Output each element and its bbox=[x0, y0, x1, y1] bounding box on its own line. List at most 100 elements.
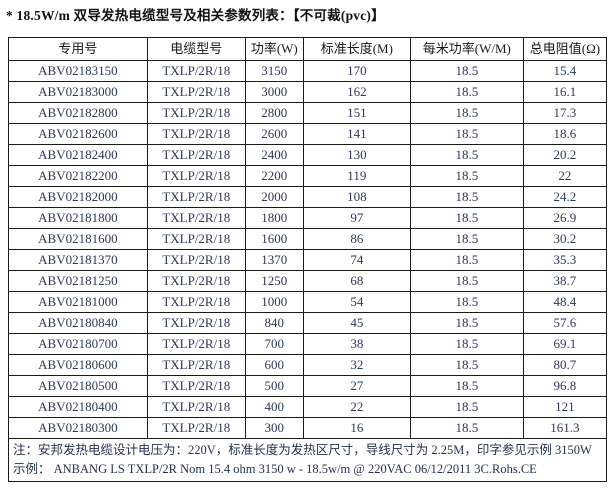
table-cell: ABV02181800 bbox=[8, 207, 148, 229]
note-print-example: 示例： ANBANG LS TXLP/2R Nom 15.4 ohm 3150 … bbox=[13, 462, 537, 476]
table-cell: TXLP/2R/18 bbox=[146, 81, 246, 103]
table-row: ABV02182400 TXLP/2R/18 2400 130 18.5 20.2 bbox=[8, 144, 608, 166]
table-row: ABV02180500 TXLP/2R/18 500 27 18.5 96.8 bbox=[8, 375, 608, 397]
table-cell: 80.7 bbox=[522, 354, 608, 376]
table-cell: 15.4 bbox=[522, 60, 608, 82]
table-cell: ABV02180300 bbox=[8, 417, 148, 439]
table-cell: 18.5 bbox=[409, 270, 524, 292]
table-cell: 18.5 bbox=[409, 249, 524, 271]
table-cell: 32 bbox=[302, 354, 411, 376]
column-header-power: 功率(W) bbox=[244, 37, 304, 61]
table-row: ABV02181000 TXLP/2R/18 1000 54 18.5 48.4 bbox=[8, 291, 608, 313]
table-body: ABV02183150 TXLP/2R/18 3150 170 18.5 15.4 ABV0… bbox=[8, 60, 608, 439]
table-cell: 20.2 bbox=[522, 144, 608, 166]
table-cell: TXLP/2R/18 bbox=[146, 249, 246, 271]
table-cell: 18.5 bbox=[409, 102, 524, 124]
table-cell: 74 bbox=[302, 249, 411, 271]
table-cell: 18.6 bbox=[522, 123, 608, 145]
table-cell: TXLP/2R/18 bbox=[146, 333, 246, 355]
table-cell: TXLP/2R/18 bbox=[146, 186, 246, 208]
table-cell: ABV02182400 bbox=[8, 144, 148, 166]
table-row: ABV02180600 TXLP/2R/18 600 32 18.5 80.7 bbox=[8, 354, 608, 376]
table-cell: 700 bbox=[244, 333, 304, 355]
table-cell: 1800 bbox=[244, 207, 304, 229]
table-cell: 18.5 bbox=[409, 60, 524, 82]
table-cell: 38.7 bbox=[522, 270, 608, 292]
table-cell: ABV02181600 bbox=[8, 228, 148, 250]
table-row: ABV02182200 TXLP/2R/18 2200 119 18.5 22 bbox=[8, 165, 608, 187]
column-header-cable-model: 电缆型号 bbox=[146, 37, 246, 61]
table-cell: 18.5 bbox=[409, 333, 524, 355]
table-cell: 18.5 bbox=[409, 291, 524, 313]
column-header-special-number: 专用号 bbox=[8, 37, 148, 61]
table-cell: 170 bbox=[302, 60, 411, 82]
table-cell: ABV02180700 bbox=[8, 333, 148, 355]
table-cell: ABV02180400 bbox=[8, 396, 148, 418]
table-cell: 108 bbox=[302, 186, 411, 208]
table-row: ABV02180400 TXLP/2R/18 400 22 18.5 121 bbox=[8, 396, 608, 418]
table-row: ABV02181800 TXLP/2R/18 1800 97 18.5 26.9 bbox=[8, 207, 608, 229]
table-cell: 18.5 bbox=[409, 417, 524, 439]
table-cell: 45 bbox=[302, 312, 411, 334]
table-row: ABV02182600 TXLP/2R/18 2600 141 18.5 18.6 bbox=[8, 123, 608, 145]
table-cell: 86 bbox=[302, 228, 411, 250]
table-cell: TXLP/2R/18 bbox=[146, 207, 246, 229]
table-cell: 27 bbox=[302, 375, 411, 397]
table-cell: 1250 bbox=[244, 270, 304, 292]
table-cell: 48.4 bbox=[522, 291, 608, 313]
table-cell: 121 bbox=[522, 396, 608, 418]
table-cell: 17.3 bbox=[522, 102, 608, 124]
table-cell: TXLP/2R/18 bbox=[146, 354, 246, 376]
notes-row: 注：安邦发热电缆设计电压为：220V，标准长度为发热区尺寸，导线尺寸为 2.25… bbox=[8, 438, 607, 482]
table-cell: 68 bbox=[302, 270, 411, 292]
table-cell: 97 bbox=[302, 207, 411, 229]
table-cell: 57.6 bbox=[522, 312, 608, 334]
table-cell: 3000 bbox=[244, 81, 304, 103]
column-header-standard-length: 标准长度(M) bbox=[302, 37, 411, 61]
table-cell: TXLP/2R/18 bbox=[146, 312, 246, 334]
table-cell: ABV02182600 bbox=[8, 123, 148, 145]
table-cell: 141 bbox=[302, 123, 411, 145]
table-row: ABV02181600 TXLP/2R/18 1600 86 18.5 30.2 bbox=[8, 228, 608, 250]
table-row: ABV02180840 TXLP/2R/18 840 45 18.5 57.6 bbox=[8, 312, 608, 334]
table-cell: 18.5 bbox=[409, 354, 524, 376]
table-cell: 22 bbox=[302, 396, 411, 418]
table-cell: 1370 bbox=[244, 249, 304, 271]
table-row: ABV02180700 TXLP/2R/18 700 38 18.5 69.1 bbox=[8, 333, 608, 355]
table-cell: 69.1 bbox=[522, 333, 608, 355]
table-cell: 119 bbox=[302, 165, 411, 187]
table-cell: 2000 bbox=[244, 186, 304, 208]
table-cell: 2400 bbox=[244, 144, 304, 166]
table-header-row: 专用号 电缆型号 功率(W) 标准长度(M) 每米功率(W/M) 总电阻值(Ω) bbox=[8, 37, 608, 61]
table-cell: TXLP/2R/18 bbox=[146, 123, 246, 145]
table-cell: 840 bbox=[244, 312, 304, 334]
table-cell: 54 bbox=[302, 291, 411, 313]
table-cell: TXLP/2R/18 bbox=[146, 417, 246, 439]
table-cell: ABV02181000 bbox=[8, 291, 148, 313]
table-cell: TXLP/2R/18 bbox=[146, 291, 246, 313]
table-cell: 18.5 bbox=[409, 144, 524, 166]
table-cell: 24.2 bbox=[522, 186, 608, 208]
table-cell: 2200 bbox=[244, 165, 304, 187]
table-cell: 3150 bbox=[244, 60, 304, 82]
table-cell: 2600 bbox=[244, 123, 304, 145]
table-cell: ABV02181250 bbox=[8, 270, 148, 292]
table-cell: ABV02181370 bbox=[8, 249, 148, 271]
table-cell: ABV02180600 bbox=[8, 354, 148, 376]
table-row: ABV02182800 TXLP/2R/18 2800 151 18.5 17.3 bbox=[8, 102, 608, 124]
table-row: ABV02181370 TXLP/2R/18 1370 74 18.5 35.3 bbox=[8, 249, 608, 271]
table-cell: 16 bbox=[302, 417, 411, 439]
table-row: ABV02182000 TXLP/2R/18 2000 108 18.5 24.2 bbox=[8, 186, 608, 208]
table-cell: ABV02182000 bbox=[8, 186, 148, 208]
notes-cell: 注：安邦发热电缆设计电压为：220V，标准长度为发热区尺寸，导线尺寸为 2.25… bbox=[8, 438, 607, 482]
table-cell: TXLP/2R/18 bbox=[146, 375, 246, 397]
table-cell: 130 bbox=[302, 144, 411, 166]
table-cell: TXLP/2R/18 bbox=[146, 270, 246, 292]
table-cell: 18.5 bbox=[409, 312, 524, 334]
table-cell: 35.3 bbox=[522, 249, 608, 271]
table-cell: ABV02180500 bbox=[8, 375, 148, 397]
table-cell: ABV02182800 bbox=[8, 102, 148, 124]
table-cell: 18.5 bbox=[409, 228, 524, 250]
table-cell: 151 bbox=[302, 102, 411, 124]
table-cell: 18.5 bbox=[409, 81, 524, 103]
